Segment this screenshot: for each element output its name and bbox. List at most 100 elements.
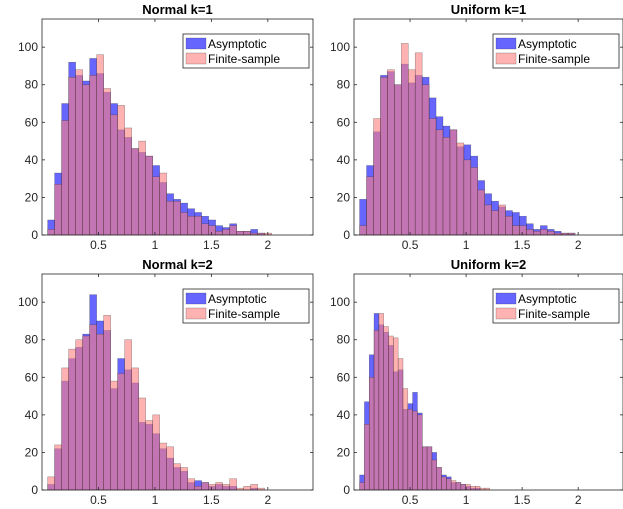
bar-finite-sample [408, 69, 416, 236]
series-finite-sample [359, 313, 490, 491]
bar-finite-sample [180, 212, 188, 236]
bar-finite-sample [456, 142, 465, 236]
legend-swatch-finite-sample [185, 307, 207, 320]
bar-finite-sample [117, 373, 125, 491]
bar-finite-sample [250, 484, 258, 491]
legend-swatch-asymptotic [185, 292, 207, 305]
x-tick-label: 0.5 [402, 238, 419, 252]
legend-label: Asymptotic [518, 292, 577, 306]
bar-finite-sample [455, 482, 462, 491]
bar-finite-sample [68, 76, 76, 236]
legend-swatch-finite-sample [495, 52, 517, 65]
chart-title: Uniform k=1 [451, 2, 527, 17]
bar-finite-sample [124, 127, 132, 236]
bar-finite-sample [236, 230, 244, 236]
y-tick-label: 60 [337, 370, 351, 384]
bar-finite-sample [546, 230, 555, 236]
y-tick-label: 0 [343, 483, 350, 497]
bar-finite-sample [533, 230, 541, 236]
y-tick-label: 100 [18, 295, 38, 309]
x-tick-label: 1.5 [203, 493, 220, 507]
bar-finite-sample [75, 69, 83, 236]
bar-finite-sample [166, 200, 174, 236]
bar-finite-sample [442, 137, 451, 236]
bar-finite-sample [131, 367, 139, 491]
bar-finite-sample [89, 75, 97, 236]
x-tick-label: 1.5 [203, 238, 220, 252]
bar-finite-sample [173, 463, 181, 491]
y-tick-label: 20 [337, 445, 351, 459]
legend-label: Asymptotic [208, 292, 267, 306]
bar-finite-sample [368, 377, 375, 491]
legend-swatch-asymptotic [185, 37, 207, 50]
bar-finite-sample [435, 129, 444, 236]
bar-finite-sample [446, 478, 452, 491]
x-tick-label: 0.5 [402, 493, 419, 507]
bar-finite-sample [89, 324, 97, 491]
bar-finite-sample [412, 410, 418, 491]
chart-title: Uniform k=2 [451, 257, 527, 272]
bar-finite-sample [470, 167, 478, 236]
bar-finite-sample [145, 155, 153, 236]
y-tick-label: 80 [337, 333, 351, 347]
chart-title: Normal k=2 [142, 257, 212, 272]
x-tick-label: 1 [152, 238, 159, 252]
axes-box [353, 18, 623, 236]
bar-finite-sample [431, 459, 437, 491]
bar-finite-sample [243, 485, 251, 491]
bar-finite-sample [417, 414, 423, 491]
legend-label: Finite-sample [518, 307, 590, 321]
y-tick-label: 0 [343, 228, 350, 242]
bar-finite-sample [208, 225, 216, 236]
x-tick-label: 0.5 [90, 493, 107, 507]
y-tick-label: 0 [31, 228, 38, 242]
legend-swatch-finite-sample [185, 52, 207, 65]
bar-finite-sample [475, 485, 481, 491]
y-tick-label: 20 [25, 190, 39, 204]
bar-finite-sample [187, 478, 195, 491]
bar-finite-sample [152, 176, 160, 236]
y-tick-label: 40 [25, 153, 39, 167]
bar-finite-sample [383, 326, 389, 491]
bar-finite-sample [449, 129, 458, 236]
bar-finite-sample [505, 215, 513, 236]
y-tick-label: 40 [337, 153, 351, 167]
bar-finite-sample [463, 159, 472, 236]
bar-finite-sample [229, 478, 237, 491]
bar-finite-sample [366, 176, 374, 236]
bar-finite-sample [436, 467, 442, 491]
chart-title: Normal k=1 [142, 2, 212, 17]
bar-finite-sample [222, 229, 230, 236]
y-tick-label: 0 [31, 483, 38, 497]
y-tick-label: 20 [337, 190, 351, 204]
y-tick-label: 100 [330, 295, 350, 309]
series-finite-sample [359, 43, 576, 236]
bar-finite-sample [421, 84, 430, 236]
bar-finite-sample [491, 210, 499, 236]
bar-finite-sample [428, 118, 437, 236]
bar-finite-sample [407, 408, 413, 491]
bar-finite-sample [393, 337, 399, 491]
bar-finite-sample [145, 420, 153, 491]
bar-finite-sample [484, 204, 492, 236]
bar-finite-sample [215, 482, 223, 491]
bar-finite-sample [82, 84, 90, 236]
bar-finite-sample [401, 43, 409, 236]
x-tick-label: 1 [152, 493, 159, 507]
bar-finite-sample [414, 52, 423, 236]
bar-finite-sample [373, 330, 380, 491]
bar-finite-sample [394, 84, 402, 236]
legend-swatch-finite-sample [495, 307, 517, 320]
bar-finite-sample [359, 225, 367, 236]
axes-box [353, 273, 623, 491]
x-tick-label: 2 [264, 238, 271, 252]
bar-finite-sample [96, 333, 104, 491]
bar-finite-sample [387, 69, 395, 236]
legend-label: Finite-sample [208, 307, 280, 321]
